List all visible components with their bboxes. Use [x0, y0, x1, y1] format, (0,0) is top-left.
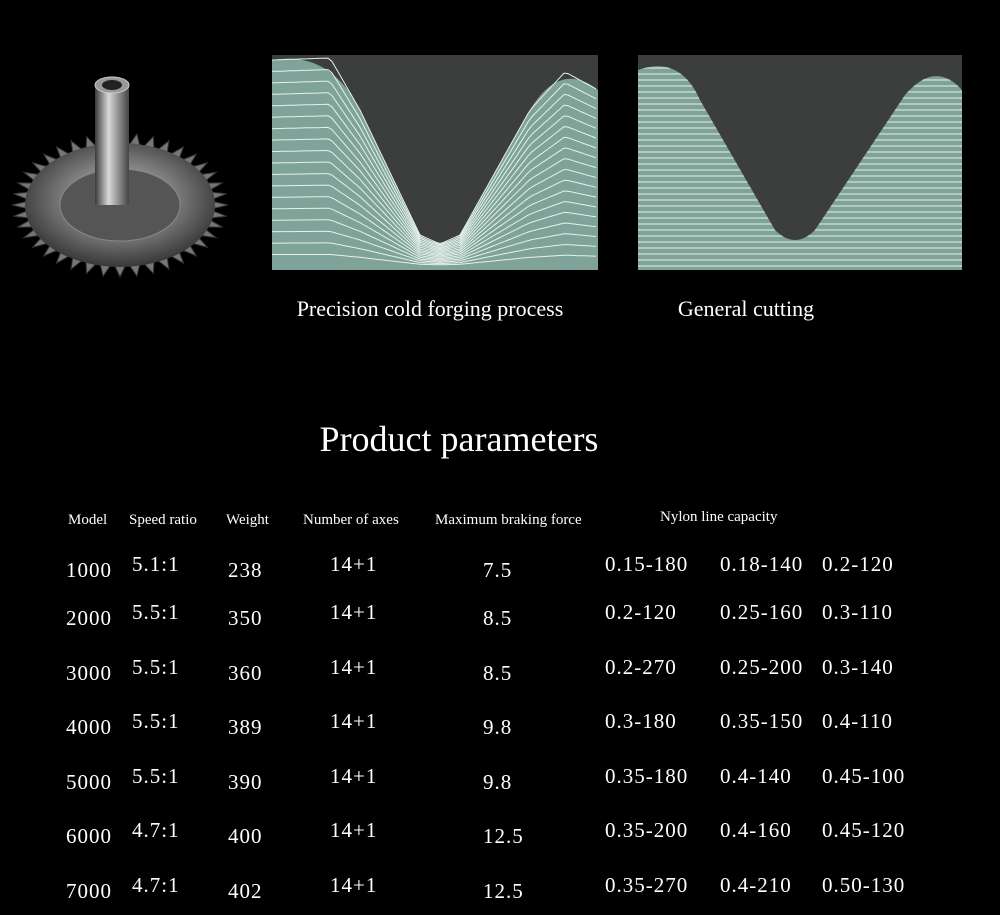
grain-line: [271, 207, 597, 261]
table-cell: 0.2-270: [605, 655, 677, 679]
table-cell: 350: [228, 606, 263, 630]
table-cell: 7.5: [483, 558, 513, 582]
table-cell: 0.18-140: [720, 552, 804, 576]
table-cell: 5.5:1: [132, 655, 180, 679]
table-cell: 0.35-180: [605, 764, 689, 788]
column-header: Speed ratio: [129, 512, 197, 528]
table-cell: 0.4-140: [720, 764, 792, 788]
illustrations: [11, 55, 962, 279]
grain-line: [271, 253, 597, 266]
table-cell: 12.5: [483, 824, 524, 848]
table-cell: 0.4-160: [720, 818, 792, 842]
column-header: Nylon line capacity: [660, 509, 778, 525]
table-cell: 14+1: [330, 552, 378, 576]
grain-line: [271, 80, 597, 247]
table-cell: 9.8: [483, 770, 513, 794]
table-cell: 4.7:1: [132, 818, 180, 842]
table-cell: 0.35-150: [720, 709, 804, 733]
table-cell: 0.3-180: [605, 709, 677, 733]
gear-tooth: [212, 200, 229, 210]
table-cell: 0.3-140: [822, 655, 894, 679]
table-cell: 14+1: [330, 764, 378, 788]
table-cell: 14+1: [330, 600, 378, 624]
grain-line: [271, 57, 597, 245]
table-cell: 2000: [66, 606, 112, 630]
grain-line: [271, 126, 597, 252]
table-cell: 1000: [66, 558, 112, 582]
table-cell: 14+1: [330, 709, 378, 733]
grain-line: [271, 149, 597, 255]
table-cell: 0.2-120: [822, 552, 894, 576]
table-cell: 14+1: [330, 818, 378, 842]
table-cell: 402: [228, 879, 263, 903]
forging-diagram: [271, 55, 598, 271]
grain-line: [271, 92, 597, 249]
grain-line: [272, 242, 597, 265]
grain-line: [271, 69, 597, 246]
table-cell: 8.5: [483, 661, 513, 685]
grain-line: [272, 219, 597, 262]
table-cell: 0.25-200: [720, 655, 804, 679]
grain-line: [271, 230, 597, 263]
table-cell: 4000: [66, 715, 112, 739]
table-cell: 0.15-180: [605, 552, 689, 576]
table-cell: 390: [228, 770, 263, 794]
gear-tooth: [11, 200, 28, 210]
table-cell: 5.5:1: [132, 764, 180, 788]
table-cell: 0.25-160: [720, 600, 804, 624]
table-cell: 3000: [66, 661, 112, 685]
table-cell: 8.5: [483, 606, 513, 630]
table-cell: 360: [228, 661, 263, 685]
column-header: Weight: [226, 512, 269, 528]
table-cell: 0.45-120: [822, 818, 906, 842]
grain-line: [271, 103, 597, 250]
table-cell: 389: [228, 715, 263, 739]
table-cell: 0.35-200: [605, 818, 689, 842]
column-header: Maximum braking force: [435, 512, 582, 528]
gear-image: [11, 76, 229, 279]
table-cell: 0.2-120: [605, 600, 677, 624]
table-cell: 6000: [66, 824, 112, 848]
caption: General cutting: [677, 296, 815, 321]
table-cell: 0.50-130: [822, 873, 906, 897]
table-cell: 14+1: [330, 873, 378, 897]
table-cell: 400: [228, 824, 263, 848]
grain-line: [271, 138, 597, 254]
table-cell: 9.8: [483, 715, 513, 739]
table-cell: 5.5:1: [132, 709, 180, 733]
cutting-diagram: [638, 55, 962, 270]
caption: Precision cold forging process: [296, 296, 564, 321]
table-cell: 0.3-110: [822, 600, 893, 624]
table-cell: 5.1:1: [132, 552, 180, 576]
table-cell: 238: [228, 558, 263, 582]
grain-line: [272, 196, 597, 260]
table-cell: 14+1: [330, 655, 378, 679]
grain-line: [271, 115, 597, 251]
grain-line: [271, 184, 597, 258]
column-header: Model: [68, 512, 108, 528]
section-title: Product parameters: [319, 419, 599, 459]
table-cell: 0.4-110: [822, 709, 893, 733]
table-cell: 0.35-270: [605, 873, 689, 897]
table-cell: 0.4-210: [720, 873, 792, 897]
grain-line: [271, 161, 597, 256]
table-cell: 5000: [66, 770, 112, 794]
grain-line: [272, 173, 597, 257]
column-header: Number of axes: [303, 512, 399, 528]
table-cell: 5.5:1: [132, 600, 180, 624]
table-cell: 4.7:1: [132, 873, 180, 897]
table-cell: 7000: [66, 879, 112, 903]
table-cell: 0.45-100: [822, 764, 906, 788]
table-cell: 12.5: [483, 879, 524, 903]
